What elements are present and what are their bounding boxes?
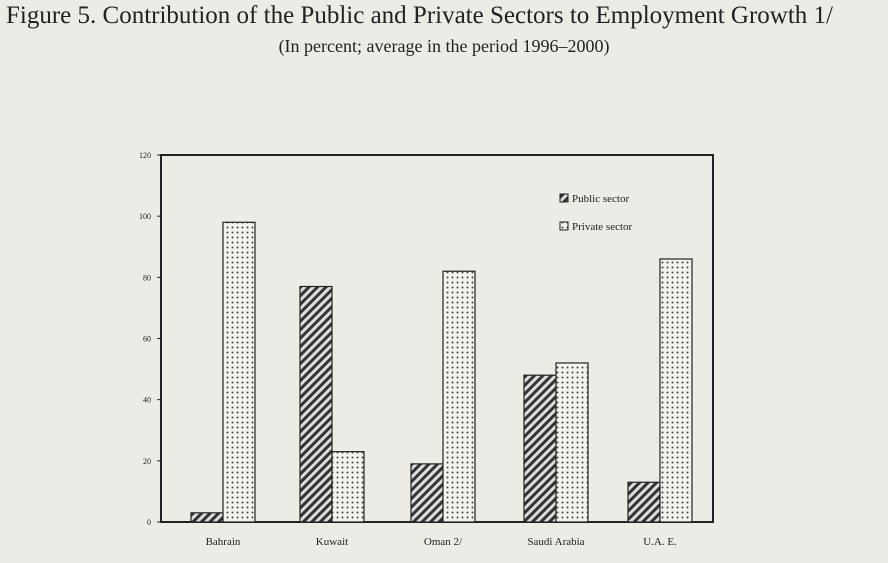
x-tick-label: U.A. E.	[643, 536, 677, 548]
x-tick-label: Saudi Arabia	[527, 536, 584, 548]
x-tick-label: Oman 2/	[424, 536, 463, 548]
bar-public	[299, 285, 333, 523]
y-tick-label: 0	[147, 518, 151, 527]
legend-swatch-private	[559, 221, 569, 231]
chart-title: Figure 5. Contribution of the Public and…	[6, 2, 833, 29]
bar-public	[627, 481, 661, 523]
chart-subtitle: (In percent; average in the period 1996–…	[278, 36, 610, 56]
bar-private	[331, 451, 365, 523]
y-tick-label: 80	[143, 273, 151, 282]
bar-public	[410, 463, 444, 523]
bar-private	[222, 221, 256, 523]
legend-label: Public sector	[572, 193, 629, 205]
bar-private	[555, 362, 589, 523]
legend-label: Private sector	[572, 221, 633, 233]
y-tick-label: 100	[139, 212, 151, 221]
legend-swatch-public	[559, 193, 569, 203]
y-tick-label: 40	[143, 396, 151, 405]
y-tick-label: 120	[139, 151, 151, 160]
y-tick-label: 60	[143, 335, 151, 344]
bar-private	[442, 270, 476, 523]
bar-public	[523, 374, 557, 523]
bar-public	[190, 512, 224, 523]
x-tick-label: Bahrain	[206, 536, 241, 548]
bar-private	[659, 258, 693, 523]
x-tick-label: Kuwait	[316, 536, 348, 548]
y-tick-label: 20	[143, 457, 151, 466]
